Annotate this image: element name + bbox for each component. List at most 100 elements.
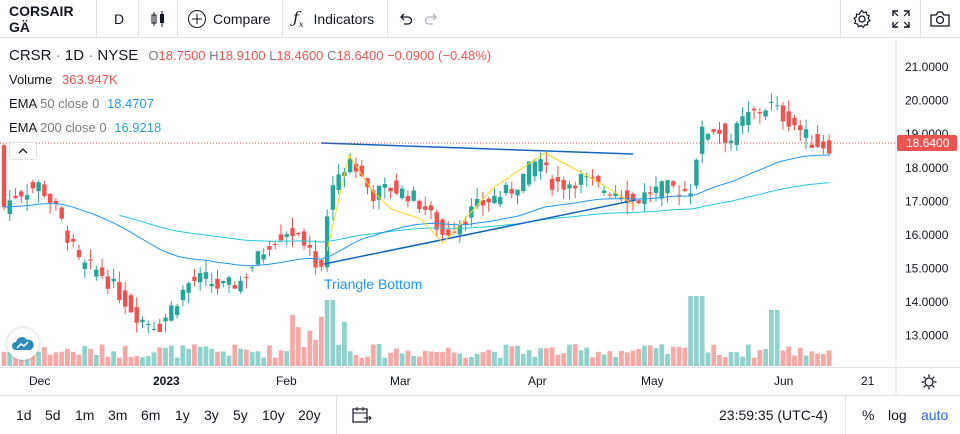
volume-bar (618, 350, 624, 366)
legend-volume[interactable]: Volume 363.947K (9, 72, 118, 87)
volume-bar (792, 355, 797, 366)
volume-bar (480, 352, 486, 366)
chart-style-button[interactable] (149, 0, 167, 38)
ema200-params: 200 close 0 (40, 120, 107, 135)
candle-body (821, 141, 826, 149)
redo-button[interactable] (424, 0, 440, 38)
auto-toggle[interactable]: auto (921, 396, 948, 434)
candle-body (272, 243, 278, 245)
range-5d[interactable]: 5d (45, 396, 61, 434)
volume-bar (370, 344, 376, 366)
candle-body (36, 182, 41, 192)
change-value: −0.0900 (−0.48%) (387, 48, 492, 63)
candles-icon (151, 11, 164, 27)
candle-body (94, 269, 99, 277)
volume-bar (769, 310, 774, 366)
candle-body (723, 123, 728, 143)
volume-bar (820, 354, 826, 366)
go-to-date-button[interactable] (352, 396, 372, 434)
candle-body (376, 185, 382, 200)
volume-bar (497, 357, 503, 366)
compare-button[interactable]: Compare (187, 0, 271, 38)
candle-body (261, 254, 266, 260)
axis-settings-button[interactable] (897, 367, 960, 395)
volume-bar (180, 345, 186, 366)
range-1m[interactable]: 1m (75, 396, 94, 434)
interval-button[interactable]: D (114, 0, 124, 38)
price-tick-label: 18.0000 (905, 161, 949, 175)
volume-bar (509, 346, 515, 366)
range-6m[interactable]: 6m (141, 396, 160, 434)
screenshot-button[interactable] (929, 0, 951, 38)
high-value: 18.9100 (218, 48, 266, 63)
collapse-legend-button[interactable] (9, 142, 37, 160)
volume-bar (572, 344, 578, 366)
candle-body (371, 190, 376, 202)
candle-body (47, 193, 53, 203)
volume-bar (220, 351, 226, 366)
indicators-button[interactable]: ƒx Indicators (293, 0, 374, 38)
candle-body (382, 183, 388, 188)
chart-pane[interactable]: Triangle Bottom 21.0000 20.0000 19.0000 18.… (0, 39, 960, 395)
price-axis[interactable]: 21.000020.000019.000018.000017.000016.00… (895, 39, 957, 395)
volume-bar (88, 349, 93, 366)
legend-ema50[interactable]: EMA 50 close 0 18.4707 (9, 96, 154, 111)
volume-bar (301, 347, 307, 366)
volume-bar (561, 353, 567, 366)
candle-body (694, 159, 699, 186)
candle-body (203, 272, 209, 279)
time-axis[interactable]: Dec 2023 Feb Mar Apr May Jun 21 (0, 367, 896, 395)
candle-body (197, 273, 203, 283)
candle-body (186, 283, 191, 293)
volume-bar (382, 357, 388, 366)
candle-body (648, 192, 653, 194)
volume-bar (595, 351, 601, 366)
candle-body (503, 184, 509, 194)
candle-body (596, 175, 601, 183)
candle-body (105, 276, 111, 289)
volume-bar (365, 356, 370, 366)
price-chart[interactable]: Triangle Bottom 21.000020.000019.000018.… (0, 39, 960, 395)
volume-bar (140, 357, 145, 366)
undo-button[interactable] (397, 0, 413, 38)
fullscreen-button[interactable] (892, 0, 910, 38)
tradingview-logo[interactable] (7, 328, 39, 360)
price-tick-label: 20.0000 (905, 94, 949, 108)
legend-ema200[interactable]: EMA 200 close 0 16.9218 (9, 120, 161, 135)
compare-label: Compare (213, 11, 271, 27)
range-10y[interactable]: 10y (262, 396, 285, 434)
candle-body (717, 129, 722, 134)
bottom-toolbar: 1d 5d 1m 3m 6m 1y 3y 5y 10y 20y 23:59:35… (0, 395, 960, 434)
volume-bar (607, 351, 613, 366)
settings-button[interactable] (852, 0, 872, 38)
clock[interactable]: 23:59:35 (UTC-4) (719, 396, 828, 434)
range-20y[interactable]: 20y (298, 396, 321, 434)
candle-body (290, 228, 295, 237)
volume-bar (728, 351, 734, 366)
range-1y[interactable]: 1y (175, 396, 190, 434)
range-5y[interactable]: 5y (233, 396, 248, 434)
candle-body (624, 190, 630, 204)
candle-body (180, 289, 186, 301)
top-toolbar: CORSAIR GÄ D Compare ƒx Indicators (0, 0, 960, 38)
range-3m[interactable]: 3m (108, 396, 127, 434)
triangle-lower-line (323, 199, 637, 265)
volume-bar (780, 350, 786, 366)
volume-bar (636, 349, 642, 366)
volume-bar (399, 353, 405, 366)
range-3y[interactable]: 3y (204, 396, 219, 434)
volume-bar (532, 356, 538, 366)
volume-bar (128, 356, 134, 366)
percent-toggle[interactable]: % (862, 396, 874, 434)
range-1d[interactable]: 1d (16, 396, 32, 434)
log-toggle[interactable]: log (888, 396, 907, 434)
symbol-search[interactable]: CORSAIR GÄ (9, 0, 91, 38)
volume-bar (555, 354, 561, 366)
volume-bar (318, 316, 324, 366)
volume-bar (786, 346, 792, 366)
candle-body (526, 161, 532, 185)
candle-body (319, 260, 324, 267)
volume-bar (411, 355, 417, 366)
candle-body (584, 175, 589, 178)
time-label-2023: 2023 (153, 374, 180, 388)
